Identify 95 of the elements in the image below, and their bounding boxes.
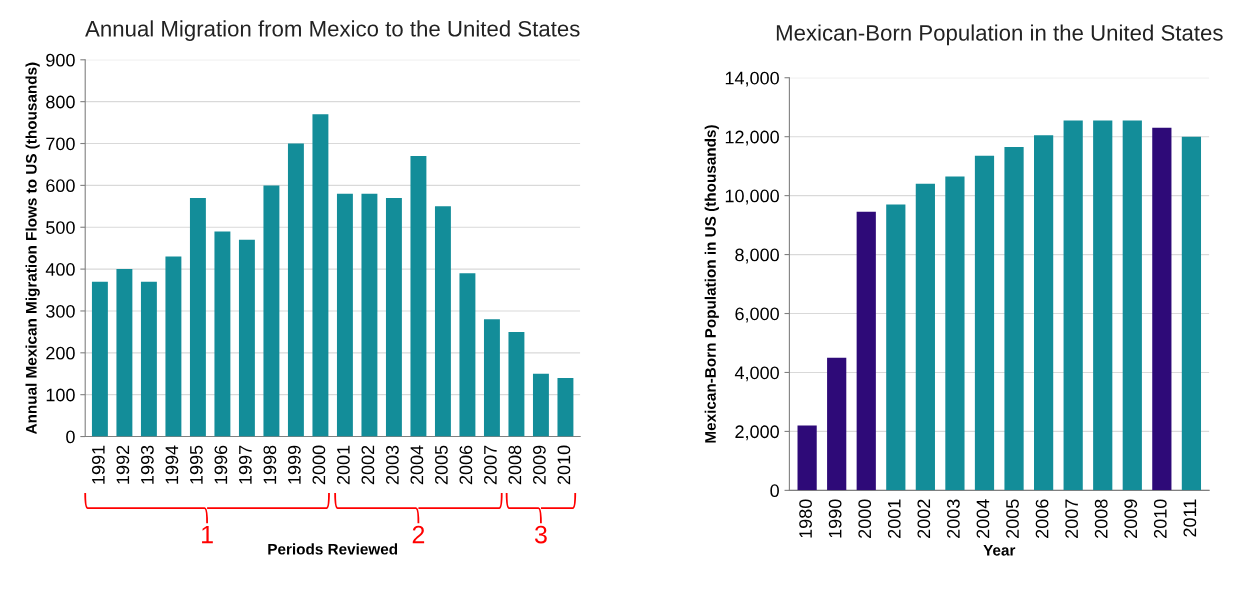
x-tick-label: 2004 (410, 445, 424, 485)
bar (1063, 120, 1083, 491)
x-tick-label: 2004 (976, 499, 990, 538)
y-tick-label: 200 (46, 346, 75, 360)
x-tick-label: 2005 (434, 445, 448, 485)
bar (287, 143, 304, 437)
y-tick-label: 10,000 (725, 189, 779, 205)
bar (214, 231, 231, 437)
x-axis-title: Periods Reviewed (268, 543, 398, 555)
x-tick-label: 1990 (828, 499, 842, 538)
x-tick-label: 2000 (858, 499, 872, 538)
y-axis-title: Annual Mexican Migration Flows to US (thousands) (25, 62, 40, 435)
bar (238, 239, 255, 437)
x-tick-label: 1999 (287, 445, 301, 484)
y-tick-label: 2,000 (735, 425, 779, 441)
bar (459, 273, 476, 437)
y-tick-label: 400 (45, 263, 75, 276)
x-axis-title: Year (983, 544, 1016, 556)
chart-title: Mexican-Born Population in the United States (776, 24, 1223, 46)
bar (797, 425, 817, 491)
x-tick-label: 1996 (214, 445, 228, 484)
y-tick-label: 500 (46, 221, 75, 234)
bar (974, 155, 995, 491)
y-tick-label: 900 (46, 53, 75, 67)
bar (827, 357, 847, 491)
bar (336, 193, 353, 437)
x-tick-label: 2007 (1065, 499, 1079, 538)
x-tick-label: 2008 (508, 445, 522, 485)
x-tick-label: 2001 (887, 499, 901, 538)
x-tick-label: 2010 (557, 445, 571, 485)
bar (1181, 136, 1202, 491)
bar (508, 331, 525, 437)
x-tick-label: 2005 (1006, 499, 1019, 538)
bar (945, 176, 965, 491)
y-tick-label: 8,000 (735, 248, 779, 264)
x-tick-label: 2009 (1124, 499, 1138, 538)
text: 1 (202, 525, 213, 544)
y-tick-label: 700 (46, 137, 75, 151)
bar (116, 269, 133, 437)
y-tick-label: 0 (66, 430, 75, 444)
bar (886, 204, 906, 491)
x-tick-label: 2002 (917, 499, 931, 538)
text: 2 (412, 525, 425, 544)
x-tick-label: 1980 (799, 499, 812, 538)
y-tick-label: 4,000 (734, 366, 779, 382)
bar (91, 281, 108, 437)
x-tick-label: 1993 (140, 445, 154, 484)
chart-title: Annual Migration from Mexico to the United States (85, 20, 580, 42)
bar (434, 206, 451, 437)
x-tick-label: 2000 (312, 445, 326, 485)
x-tick-label: 2003 (946, 499, 960, 538)
x-tick-label: 1994 (165, 445, 179, 484)
bar (532, 373, 549, 437)
bar (1152, 127, 1172, 491)
x-tick-label: 2007 (483, 445, 497, 485)
x-tick-label: 2002 (361, 445, 375, 485)
x-tick-label: 2009 (533, 445, 546, 485)
x-tick-label: 1995 (189, 445, 203, 484)
y-tick-label: 12,000 (725, 130, 779, 146)
x-tick-label: 2006 (459, 445, 473, 485)
bar (189, 197, 206, 437)
bar (1122, 120, 1142, 491)
bar (1093, 120, 1113, 491)
text: 3 (534, 525, 547, 544)
x-tick-label: 2008 (1094, 499, 1108, 538)
bar (312, 114, 329, 437)
x-tick-label: 1997 (238, 445, 252, 484)
y-tick-label: 600 (46, 179, 75, 193)
bar (1034, 135, 1054, 491)
y-tick-label: 300 (46, 304, 75, 318)
y-tick-label: 800 (46, 95, 75, 109)
bar (915, 183, 935, 491)
x-tick-label: 2011 (1183, 499, 1197, 537)
bar (557, 377, 574, 437)
bar (856, 211, 876, 491)
x-tick-label: 2006 (1035, 499, 1049, 538)
bar (483, 319, 500, 437)
bar (165, 256, 182, 437)
bar (140, 281, 157, 437)
y-tick-label: 100 (46, 388, 75, 402)
x-tick-label: 2003 (385, 445, 399, 485)
bar (361, 193, 378, 437)
bar (385, 197, 402, 437)
bar (1004, 147, 1024, 491)
x-tick-label: 1992 (116, 445, 130, 484)
y-tick-label: 14,000 (725, 71, 779, 87)
y-tick-label: 0 (770, 484, 779, 498)
bar (263, 185, 280, 437)
y-axis-title: Mexican-Born Population in US (thousands) (704, 125, 719, 443)
x-tick-label: 1991 (91, 445, 105, 484)
y-tick-label: 6,000 (735, 307, 779, 323)
x-tick-label: 2010 (1153, 499, 1167, 538)
x-tick-label: 1998 (263, 445, 277, 484)
x-tick-label: 2001 (336, 445, 350, 485)
bar (410, 156, 427, 437)
